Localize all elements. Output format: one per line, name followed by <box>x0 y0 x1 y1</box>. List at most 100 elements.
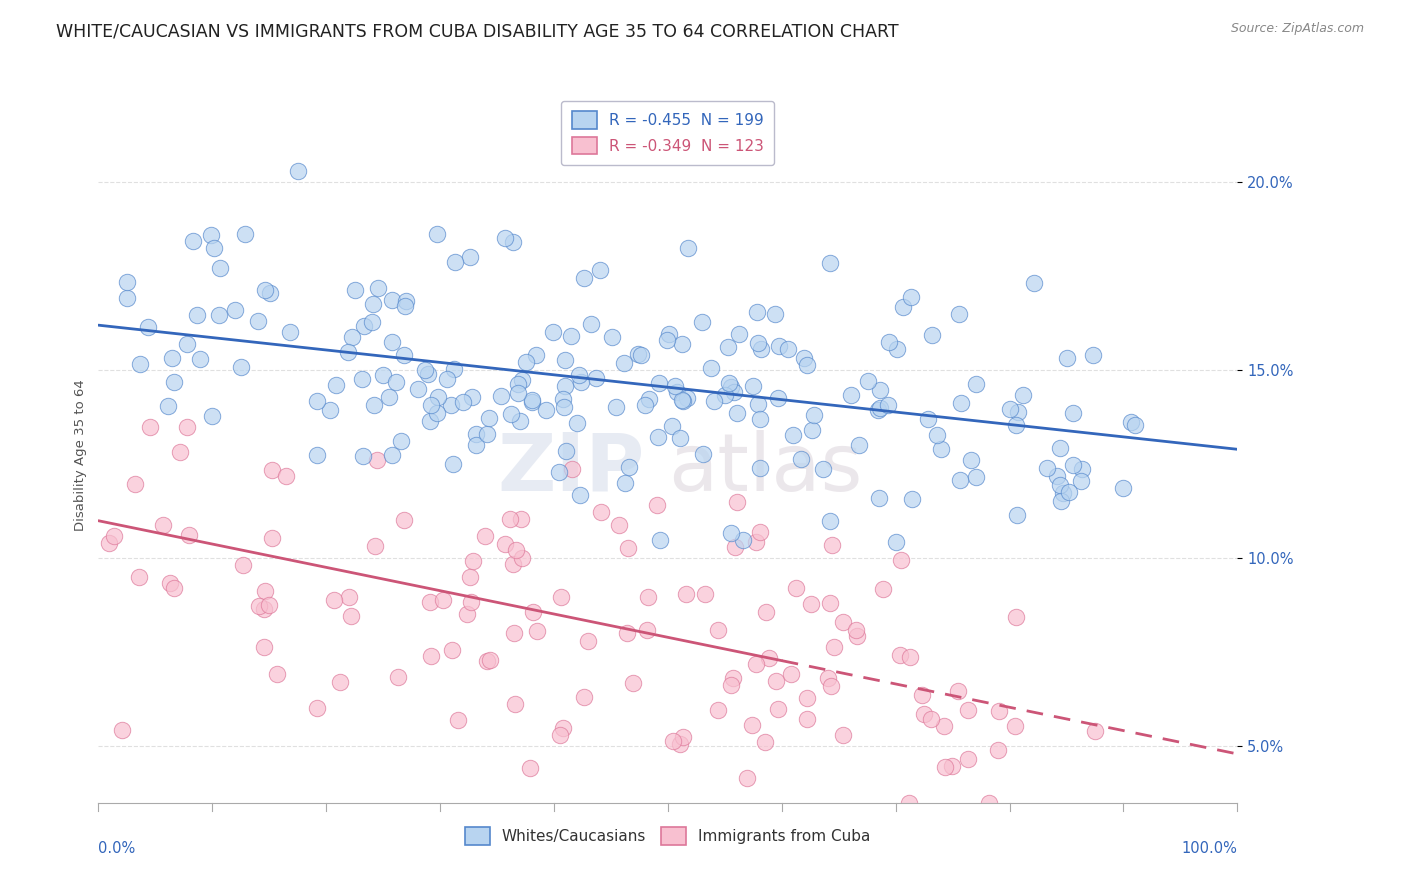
Point <box>257 598 280 612</box>
Point <box>253 640 276 655</box>
Point <box>832 727 855 741</box>
Point <box>891 300 914 314</box>
Point <box>305 393 328 408</box>
Point <box>560 328 582 343</box>
Point <box>474 529 496 543</box>
Point <box>128 570 150 584</box>
Point <box>841 388 863 402</box>
Point <box>337 345 360 359</box>
Point <box>515 355 537 369</box>
Point <box>957 703 980 717</box>
Point <box>548 729 571 743</box>
Point <box>524 348 547 362</box>
Point <box>720 380 742 394</box>
Point <box>363 398 385 412</box>
Point <box>725 495 748 509</box>
Point <box>1022 277 1045 291</box>
Point <box>988 704 1011 718</box>
Point <box>520 394 543 409</box>
Point <box>478 653 501 667</box>
Point <box>886 343 908 357</box>
Point <box>591 505 613 519</box>
Point <box>949 396 972 410</box>
Point <box>432 592 454 607</box>
Point <box>254 583 277 598</box>
Point <box>648 533 671 547</box>
Point <box>392 513 415 527</box>
Point <box>754 735 776 749</box>
Point <box>979 796 1001 810</box>
Point <box>510 551 533 566</box>
Point <box>613 476 636 491</box>
Point <box>658 326 681 341</box>
Point <box>661 734 683 748</box>
Point <box>568 368 591 383</box>
Point <box>494 230 516 244</box>
Point <box>747 335 769 350</box>
Point <box>202 241 225 255</box>
Point <box>1005 508 1028 523</box>
Point <box>543 325 565 339</box>
Point <box>956 752 979 766</box>
Point <box>602 329 624 343</box>
Point <box>776 342 799 356</box>
Point <box>884 535 907 549</box>
Point <box>868 491 890 505</box>
Point <box>868 402 890 417</box>
Point <box>307 448 329 462</box>
Point <box>782 428 804 442</box>
Point <box>392 348 415 362</box>
Point <box>425 227 447 242</box>
Point <box>477 426 499 441</box>
Point <box>745 535 768 549</box>
Point <box>987 743 1010 757</box>
Point <box>748 525 770 540</box>
Point <box>727 327 749 342</box>
Point <box>136 319 159 334</box>
Point <box>420 398 443 412</box>
Point <box>253 602 276 616</box>
Point <box>103 529 125 543</box>
Point <box>818 514 841 528</box>
Point <box>735 771 758 785</box>
Point <box>260 463 283 477</box>
Point <box>723 671 745 685</box>
Point <box>209 260 232 275</box>
Point <box>159 576 181 591</box>
Point <box>733 533 755 547</box>
Point <box>747 305 769 319</box>
Point <box>872 582 894 596</box>
Point <box>621 676 644 690</box>
Point <box>246 313 269 327</box>
Point <box>381 448 404 462</box>
Point <box>724 541 747 555</box>
Point <box>929 442 952 456</box>
Point <box>352 450 374 464</box>
Point <box>946 684 969 698</box>
Point <box>706 703 728 717</box>
Point <box>741 378 763 392</box>
Text: 100.0%: 100.0% <box>1181 841 1237 856</box>
Point <box>925 428 948 442</box>
Point <box>413 362 436 376</box>
Text: 0.0%: 0.0% <box>98 841 135 856</box>
Point <box>637 392 659 407</box>
Point <box>831 615 853 629</box>
Point <box>669 737 692 751</box>
Point <box>456 607 478 621</box>
Point <box>755 605 778 619</box>
Point <box>451 394 474 409</box>
Point <box>361 314 384 328</box>
Point <box>741 717 763 731</box>
Point <box>1119 415 1142 429</box>
Point <box>460 390 482 404</box>
Point <box>917 412 939 426</box>
Point <box>569 375 592 389</box>
Point <box>845 623 868 637</box>
Point <box>1062 458 1084 472</box>
Point <box>384 376 406 390</box>
Text: atlas: atlas <box>668 430 862 508</box>
Point <box>387 670 409 684</box>
Point <box>200 227 222 242</box>
Point <box>765 673 787 688</box>
